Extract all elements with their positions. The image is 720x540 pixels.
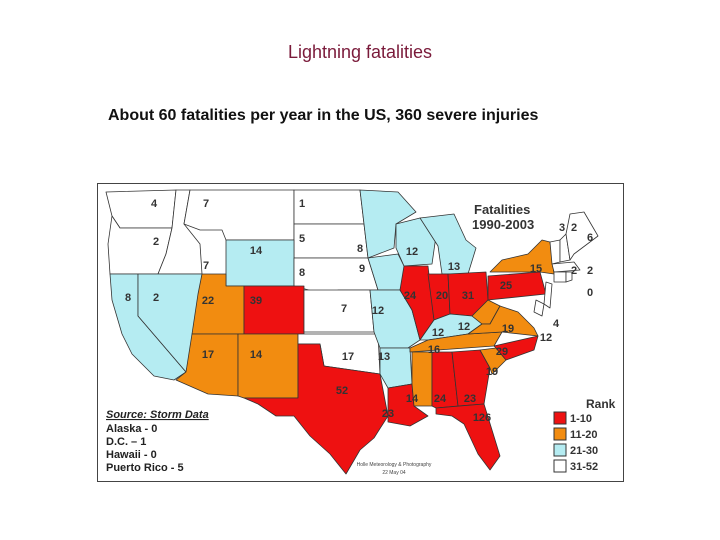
state-value-fl: 126 — [473, 412, 491, 424]
credit-line-2: 22 May 04 — [382, 470, 406, 476]
state-ct — [553, 271, 567, 283]
state-value-va: 19 — [502, 323, 514, 335]
state-value-ms: 14 — [406, 393, 419, 405]
legend-label-1: 11-20 — [570, 429, 598, 441]
state-value-ks: 7 — [341, 303, 347, 315]
state-mn — [359, 189, 417, 259]
legend-swatch-0 — [553, 411, 567, 425]
state-mi — [419, 213, 477, 275]
state-value-ma: 2 — [587, 265, 593, 277]
state-value-wy: 14 — [250, 245, 263, 257]
state-co — [243, 285, 305, 335]
legend-label-0: 1-10 — [570, 413, 592, 425]
state-me — [565, 211, 599, 261]
legend-swatch-2 — [553, 443, 567, 457]
state-value-ny: 15 — [530, 263, 542, 275]
legend-label-2: 21-30 — [570, 445, 598, 457]
state-value-oh: 31 — [462, 290, 474, 302]
state-tx — [243, 343, 389, 475]
state-value-ct: 0 — [587, 287, 593, 299]
state-value-in: 20 — [436, 290, 448, 302]
state-value-ut: 22 — [202, 295, 214, 307]
state-value-id: 7 — [203, 260, 209, 272]
state-value-nv: 2 — [153, 292, 159, 304]
state-value-mt: 7 — [203, 198, 209, 210]
state-ms — [411, 351, 433, 407]
state-value-nh: 6 — [587, 232, 593, 244]
state-value-mo: 12 — [372, 305, 384, 317]
note-puerto-rico: Puerto Rico - 5 — [106, 462, 184, 474]
state-value-nd: 1 — [299, 198, 305, 210]
map-period: 1990-2003 — [472, 217, 534, 232]
state-ks — [303, 289, 375, 333]
state-value-tn: 16 — [428, 344, 440, 356]
state-value-ne: 8 — [299, 267, 305, 279]
legend-swatch-3 — [553, 459, 567, 473]
state-value-nj: 4 — [553, 318, 560, 330]
state-value-wv: 12 — [458, 321, 470, 333]
note-alaska: Alaska - 0 — [106, 423, 157, 435]
state-value-nc: 29 — [496, 346, 508, 358]
source-label: Source: Storm Data — [106, 409, 209, 421]
state-value-az: 17 — [202, 349, 214, 361]
state-value-sd: 5 — [299, 233, 305, 245]
note-hawaii: Hawaii - 0 — [106, 449, 157, 461]
slide-subtitle: About 60 fatalities per year in the US, … — [108, 107, 539, 124]
state-value-ri: 2 — [571, 265, 577, 277]
state-value-de: 12 — [540, 332, 552, 344]
legend-title: Rank — [586, 397, 616, 411]
state-value-al: 24 — [434, 393, 447, 405]
state-value-ia: 9 — [359, 263, 365, 275]
state-value-mn: 8 — [357, 243, 363, 255]
state-value-wi: 12 — [406, 246, 418, 258]
state-sc — [479, 347, 507, 375]
legend-label-3: 31-52 — [570, 461, 598, 473]
state-value-nm: 14 — [250, 349, 263, 361]
slide-title: Lightning fatalities — [287, 42, 433, 62]
credit-line-1: Holle Meteorology & Photography — [357, 462, 432, 468]
state-ny — [489, 239, 555, 275]
state-value-ga: 23 — [464, 393, 476, 405]
state-vt — [549, 239, 561, 265]
state-value-co: 39 — [250, 295, 262, 307]
state-value-ar: 13 — [378, 351, 390, 363]
note-dc: D.C. – 1 — [106, 436, 146, 448]
fatalities-map-frame: Fatalities 1990-2003 4 7 1 2 7 14 5 8 12 8 9 13 15 3 2… — [97, 183, 624, 482]
state-value-me: 3 — [559, 222, 565, 234]
state-value-ca: 8 — [125, 292, 131, 304]
state-value-tx: 52 — [336, 385, 348, 397]
state-nm — [237, 333, 299, 399]
state-value-or: 2 — [153, 236, 159, 248]
map-heading: Fatalities — [474, 202, 530, 217]
state-value-sc: 19 — [486, 366, 498, 378]
state-nc — [493, 335, 539, 361]
state-value-mi: 13 — [448, 261, 460, 273]
state-fl — [435, 403, 501, 471]
state-value-ky: 12 — [432, 327, 444, 339]
state-pa — [487, 271, 547, 301]
state-value-wa: 4 — [151, 198, 158, 210]
state-mt — [183, 189, 295, 241]
state-nj — [543, 281, 553, 309]
state-value-ok: 17 — [342, 351, 354, 363]
state-value-pa: 25 — [500, 280, 512, 292]
state-ma — [551, 261, 581, 273]
state-value-il: 24 — [404, 290, 417, 302]
state-value-la: 23 — [382, 408, 394, 420]
state-va — [467, 305, 539, 337]
state-value-vt: 2 — [571, 222, 577, 234]
legend-swatch-1 — [553, 427, 567, 441]
state-ga — [451, 349, 491, 407]
state-ri — [565, 271, 573, 283]
state-de — [533, 299, 545, 317]
